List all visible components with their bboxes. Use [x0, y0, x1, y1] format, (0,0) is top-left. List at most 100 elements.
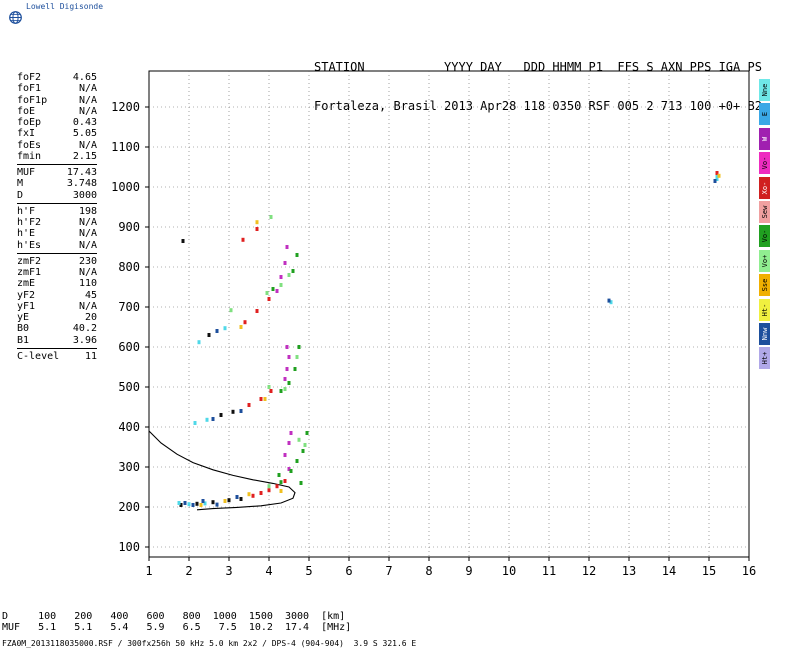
echo-point	[291, 269, 295, 273]
param-row: D 3000	[17, 190, 97, 201]
echo-point	[259, 397, 263, 401]
echo-point	[609, 300, 613, 305]
echo-point	[289, 431, 293, 435]
echo-point	[255, 220, 259, 225]
echo-point	[267, 484, 271, 489]
legend-label: Ht+	[760, 351, 769, 365]
echo-point	[301, 449, 305, 453]
param-value: 230	[78, 255, 97, 267]
echo-point	[287, 381, 291, 385]
legend-label: Xo-	[760, 181, 769, 194]
echo-point	[199, 503, 203, 507]
echo-point	[239, 409, 243, 413]
x-tick-label: 8	[425, 564, 432, 578]
echo-point	[231, 409, 235, 414]
echo-point	[287, 467, 291, 471]
param-value: 45	[84, 289, 97, 301]
x-tick-label: 10	[502, 564, 516, 578]
echo-point	[205, 417, 209, 422]
echo-point	[181, 239, 185, 243]
echo-point	[287, 273, 291, 277]
echo-point	[283, 387, 287, 391]
echo-point	[285, 367, 289, 371]
y-tick-label: 900	[118, 220, 140, 234]
param-row: MUF 17.43	[17, 167, 97, 178]
echo-point	[179, 503, 183, 507]
brand-text: Lowell Digisonde	[26, 2, 104, 11]
echo-point	[283, 377, 287, 381]
header-values: Fortaleza, Brasil 2013 Apr28 118 0350 RS…	[314, 99, 762, 113]
echo-point	[243, 320, 247, 325]
echo-point	[295, 459, 299, 463]
echo-point	[271, 287, 275, 291]
echo-point	[607, 298, 611, 303]
param-row: yE 20	[17, 312, 97, 323]
echo-point	[269, 215, 273, 219]
legend-item: Vo-	[759, 152, 770, 175]
file-info: FZA0M_2013118035000.RSF / 300fx256h 50 k…	[2, 639, 417, 648]
param-row: yF1 N/A	[17, 301, 97, 312]
param-name: fxI	[17, 128, 36, 140]
y-tick-label: 200	[118, 500, 140, 514]
echo-point	[295, 253, 299, 257]
echo-point	[299, 481, 303, 485]
param-name: D	[17, 189, 24, 201]
x-tick-label: 4	[265, 564, 272, 578]
legend-label: W	[760, 136, 769, 141]
legend-item: Ht+	[759, 347, 770, 370]
param-row: h'F 198	[17, 206, 97, 217]
legend-item: Sse	[759, 274, 770, 297]
echo-point	[247, 403, 251, 407]
echo-point	[265, 291, 269, 295]
legend-label: Vo+	[760, 254, 769, 268]
y-tick-label: 300	[118, 460, 140, 474]
param-name: h'Es	[17, 239, 42, 251]
legend-label: Ht-	[760, 303, 769, 316]
x-tick-label: 12	[582, 564, 596, 578]
plot-frame	[148, 70, 750, 558]
legend-item: E	[759, 103, 770, 126]
echo-point	[283, 261, 287, 265]
legend-label: Vo-	[760, 230, 769, 243]
param-value: N/A	[78, 83, 97, 95]
echo-point	[207, 333, 211, 337]
density-profile-line	[148, 430, 296, 511]
echo-point	[717, 173, 721, 178]
param-name: foEp	[17, 117, 42, 128]
x-tick-label: 13	[622, 564, 636, 578]
echo-point	[303, 443, 307, 447]
param-name: foF2	[17, 72, 42, 83]
legend-label: Nnw	[760, 327, 769, 341]
echo-point	[267, 488, 271, 493]
legend-item: Ht-	[759, 298, 770, 321]
echo-point	[713, 179, 717, 183]
echo-point	[223, 326, 227, 331]
echo-point	[297, 437, 301, 442]
param-value: N/A	[78, 239, 97, 251]
param-value: 198	[78, 205, 97, 217]
header-labels: STATION YYYY DAY DDD HHMM P1 FFS S AXN P…	[314, 60, 762, 74]
x-tick-label: 9	[465, 564, 472, 578]
echo-point	[263, 397, 267, 401]
param-value: 2.15	[72, 150, 97, 162]
x-tick-label: 15	[702, 564, 716, 578]
echo-point	[295, 355, 299, 359]
echo-point	[197, 340, 201, 345]
legend-item: Vo+	[759, 249, 770, 272]
echo-point	[219, 413, 223, 417]
y-tick-label: 1000	[111, 180, 140, 194]
legend-item: Xo-	[759, 176, 770, 199]
param-value: 11	[84, 350, 97, 362]
param-name: C-level	[17, 350, 60, 362]
footer-muf-row: MUF 5.1 5.1 5.4 5.9 6.5 7.5 10.2 17.4 [M…	[2, 622, 352, 633]
param-row: h'Es N/A	[17, 240, 97, 251]
param-row: foF1p N/A	[17, 95, 97, 106]
param-name: h'F	[17, 205, 36, 217]
echo-point	[203, 501, 207, 506]
param-row: foEs N/A	[17, 140, 97, 151]
legend-item: Vo-	[759, 225, 770, 248]
param-name: fmin	[17, 150, 42, 162]
x-tick-label: 1	[145, 564, 152, 578]
param-name: h'E	[17, 228, 36, 240]
